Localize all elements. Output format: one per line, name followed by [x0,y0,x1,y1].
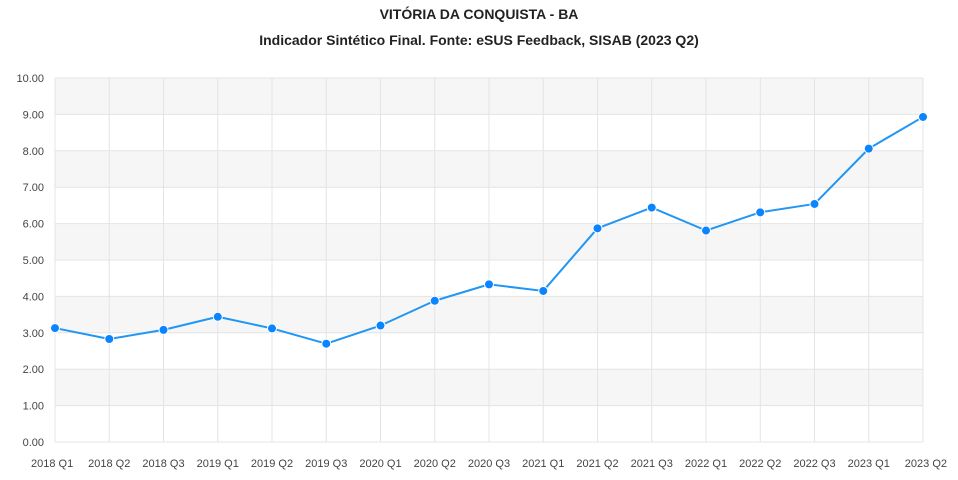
data-point[interactable] [484,279,494,290]
data-point[interactable] [918,111,928,122]
y-axis-ticks: 0.00 1.00 2.00 3.00 4.00 5.00 6.00 7.00 8.00 9.00… [16,73,44,449]
y-tick-label: 10.00 [16,73,44,85]
data-point[interactable] [755,207,766,218]
x-tick-label: 2023 Q1 [848,458,890,470]
x-tick-label: 2021 Q3 [631,458,673,470]
data-point[interactable] [809,198,820,209]
data-point[interactable] [375,320,386,331]
y-tick-label: 9.00 [23,109,44,121]
series-layer [50,111,928,349]
chart-title: VITÓRIA DA CONQUISTA - BA [379,6,579,22]
x-tick-label: 2018 Q1 [31,458,73,470]
y-tick-label: 2.00 [23,364,44,376]
x-tick-label: 2021 Q1 [522,458,564,470]
data-point[interactable] [538,285,549,296]
x-tick-label: 2023 Q2 [905,458,947,470]
data-point[interactable] [592,223,603,234]
x-tick-label: 2019 Q1 [197,458,239,470]
y-tick-label: 3.00 [23,328,44,340]
data-point[interactable] [321,338,332,349]
data-point[interactable] [50,323,60,334]
data-point[interactable] [267,323,277,334]
x-tick-label: 2021 Q2 [576,458,618,470]
x-tick-label: 2018 Q2 [88,458,130,470]
data-point[interactable] [701,225,711,236]
x-tick-label: 2022 Q2 [739,458,781,470]
data-point[interactable] [646,202,657,213]
x-tick-label: 2019 Q3 [305,458,347,470]
x-axis-ticks: 2018 Q1 2018 Q2 2018 Q3 2019 Q1 2019 Q2 2019 … [31,458,947,470]
y-tick-label: 1.00 [23,401,44,413]
x-tick-label: 2018 Q3 [142,458,184,470]
y-tick-label: 5.00 [23,255,44,267]
x-tick-label: 2022 Q3 [793,458,835,470]
x-tick-label: 2020 Q3 [468,458,510,470]
y-tick-label: 8.00 [23,146,44,158]
y-tick-label: 6.00 [23,219,44,231]
data-point[interactable] [158,324,169,335]
data-point[interactable] [429,295,440,306]
data-point[interactable] [104,333,115,344]
x-tick-label: 2020 Q1 [359,458,401,470]
grid-lines [54,77,924,443]
chart-subtitle: Indicador Sintético Final. Fonte: eSUS F… [259,32,699,48]
x-tick-label: 2022 Q1 [685,458,727,470]
y-tick-label: 4.00 [23,291,44,303]
y-tick-label: 7.00 [23,182,44,194]
data-point[interactable] [863,143,874,154]
x-tick-label: 2019 Q2 [251,458,293,470]
data-point[interactable] [212,311,223,322]
x-tick-label: 2020 Q2 [414,458,456,470]
y-tick-label: 0.00 [23,437,44,449]
